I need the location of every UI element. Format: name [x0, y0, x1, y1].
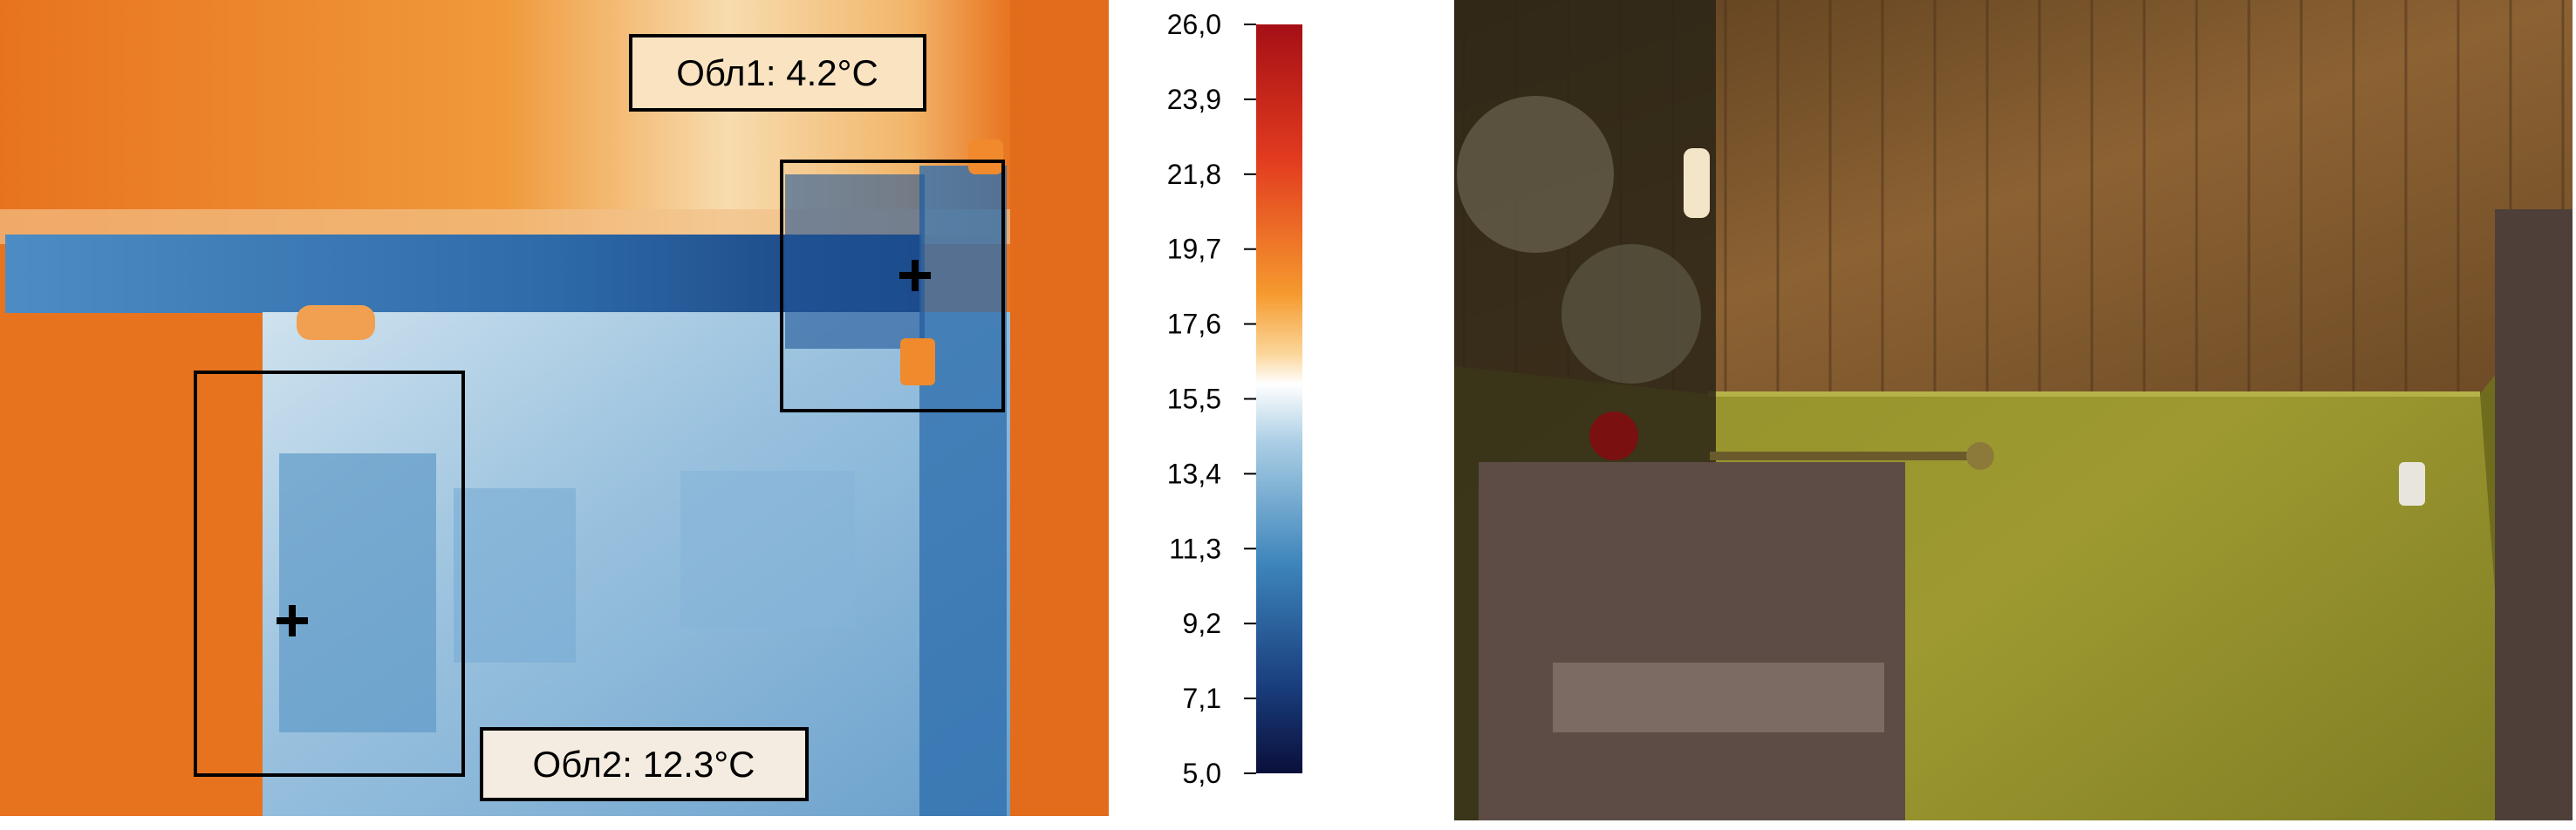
thermogram: Обл1: 4.2°C Обл2: 12.3°C: [0, 0, 1109, 816]
label-box: [480, 727, 809, 801]
scale-tick-label: 5,0: [1183, 758, 1221, 789]
photo: [1454, 0, 2573, 820]
label-box: [629, 34, 926, 112]
color-scale: [1256, 24, 1302, 773]
scale-ticks: 26,0 23,9 21,8 19,7 17,6 15,5 13,4 11,3 9,2 7,1 5,…: [1167, 9, 1256, 789]
area-label: Обл2: 12.3°C: [533, 744, 755, 785]
scale-tick-label: 11,3: [1169, 533, 1221, 564]
scale-tick-label: 21,8: [1167, 159, 1221, 190]
marker: [899, 260, 931, 291]
area-box: [780, 160, 1005, 412]
scale-tick-label: 17,6: [1167, 309, 1221, 340]
scale-tick-label: 15,5: [1167, 384, 1221, 415]
scale-tick-label: 7,1: [1183, 683, 1221, 714]
scale-tick-label: 23,9: [1167, 84, 1221, 115]
scale-tick-label: 26,0: [1167, 9, 1221, 40]
scale-tick-label: 9,2: [1183, 608, 1221, 639]
area-box: [194, 371, 465, 777]
scale-tick-label: 19,7: [1167, 234, 1221, 265]
scale-tick-label: 13,4: [1167, 458, 1221, 489]
marker: [277, 605, 308, 636]
area-label: Обл1: 4.2°C: [676, 52, 878, 93]
